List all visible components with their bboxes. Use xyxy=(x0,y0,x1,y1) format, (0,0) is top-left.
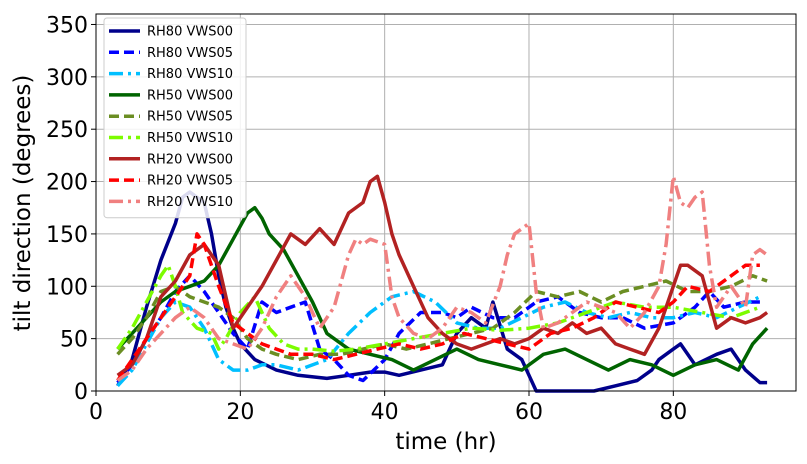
series-line-rh50-vws10 xyxy=(116,263,761,353)
series-line-rh50-vws00 xyxy=(116,205,769,378)
y-tick-label: 0 xyxy=(74,380,88,405)
legend-label: RH80 VWS00 xyxy=(147,25,233,40)
legend: RH80 VWS00 RH80 VWS05 RH80 VWS10 RH50 VWS00… xyxy=(103,17,247,219)
legend-label: RH20 VWS10 xyxy=(147,195,233,210)
y-axis-ticks: 0 50 100 150 200 250 300 350 xyxy=(46,13,96,405)
x-axis-label: time (hr) xyxy=(395,429,496,455)
x-axis-ticks: 0 20 40 60 80 xyxy=(89,391,687,425)
series-line-rh20-vws10 xyxy=(116,174,769,382)
legend-label: RH80 VWS05 xyxy=(147,46,233,61)
x-tick-label: 20 xyxy=(226,400,254,425)
y-tick-label: 200 xyxy=(46,171,88,196)
y-tick-label: 50 xyxy=(60,328,88,353)
legend-label: RH50 VWS10 xyxy=(147,131,233,146)
y-axis-label: tilt direction (degrees) xyxy=(10,75,36,332)
legend-label: RH20 VWS00 xyxy=(147,152,233,167)
series-line-rh50-vws05 xyxy=(116,274,768,362)
x-tick-label: 40 xyxy=(371,400,399,425)
y-tick-label: 250 xyxy=(46,118,88,143)
legend-label: RH50 VWS00 xyxy=(147,88,233,103)
legend-label: RH20 VWS05 xyxy=(147,174,233,189)
legend-label: RH80 VWS10 xyxy=(147,67,233,82)
x-tick-label: 0 xyxy=(89,400,103,425)
y-tick-label: 150 xyxy=(46,223,88,248)
legend-label: RH50 VWS05 xyxy=(147,110,233,125)
x-tick-label: 60 xyxy=(515,400,543,425)
y-tick-label: 350 xyxy=(46,13,88,38)
plot-frame xyxy=(95,13,797,392)
y-tick-label: 100 xyxy=(46,275,88,300)
legend-box xyxy=(103,17,247,219)
y-tick-label: 300 xyxy=(46,66,88,91)
series-line-rh20-vws00 xyxy=(116,174,769,377)
x-tick-label: 80 xyxy=(659,400,687,425)
